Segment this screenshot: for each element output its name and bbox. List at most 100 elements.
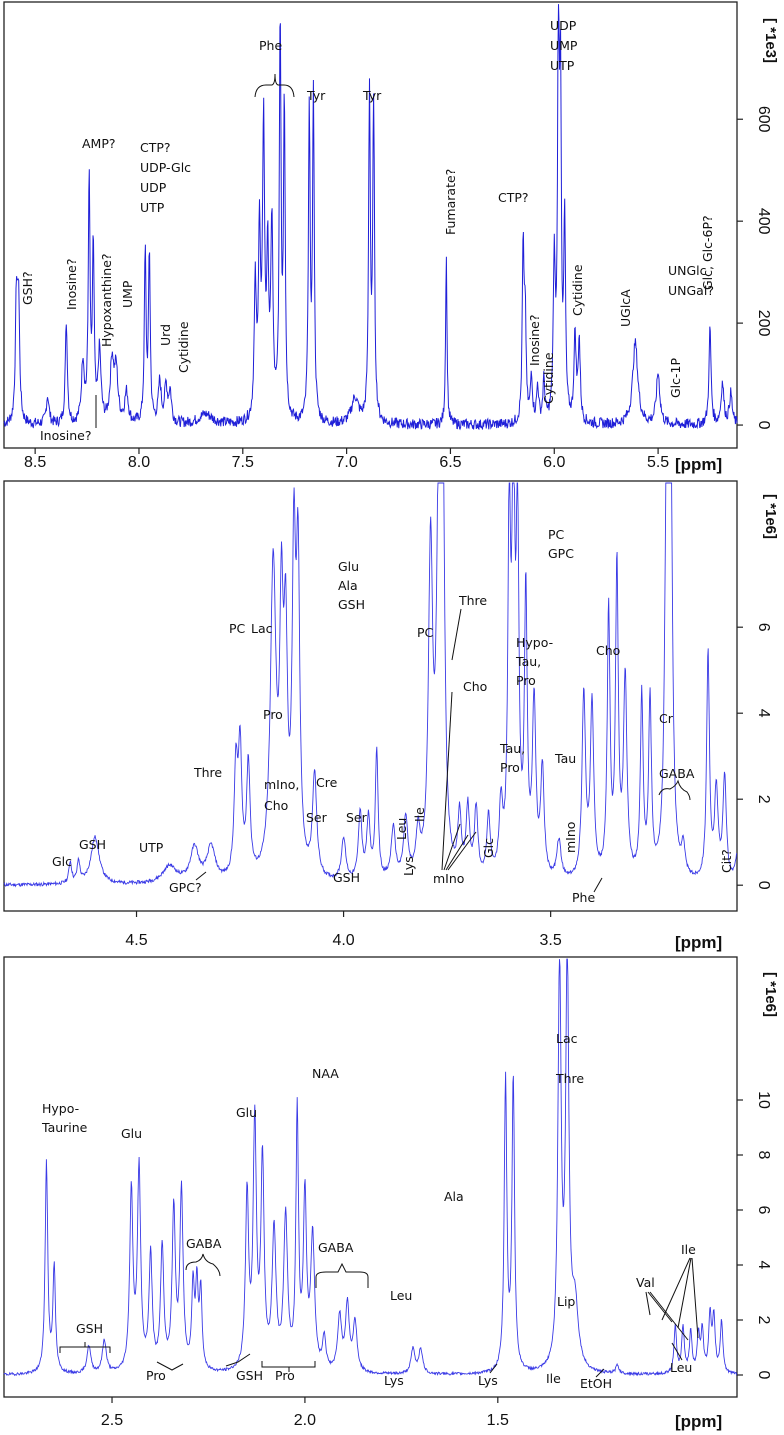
label-cit-q: Cit? — [719, 849, 734, 873]
leader-lys-3 — [489, 1363, 498, 1374]
label-taupro-2: Pro — [500, 760, 520, 775]
y-tick-label: 10 — [755, 1091, 772, 1109]
label-naa: NAA — [312, 1066, 339, 1081]
bracket-phe — [254, 73, 295, 98]
label-phe: Phe — [259, 38, 282, 53]
label-lac-2: Lac — [556, 1031, 578, 1046]
label-gpc-q: GPC? — [169, 880, 202, 895]
label-pc-1: PC — [229, 621, 246, 636]
label-ala-2: Ala — [444, 1189, 464, 1204]
bracket-gaba-3 — [315, 1262, 369, 1288]
label-gaba-2: GABA — [186, 1236, 222, 1251]
label-tau: Tau — [554, 751, 576, 766]
bracket-pro-2 — [156, 1361, 184, 1371]
label-uglca: UGlcA — [618, 289, 633, 327]
leader-mino-b — [443, 823, 461, 871]
y-tick-label: 4 — [755, 709, 772, 718]
label-phe-2: Phe — [572, 890, 595, 905]
y-tick-label: 2 — [755, 1316, 772, 1325]
label-tyr-2: Tyr — [362, 88, 382, 103]
x-tick-label: 4.0 — [332, 932, 354, 949]
label-urd: Urd — [158, 324, 173, 346]
panel-1-frame — [3, 1, 738, 449]
label-ile-3: Ile — [681, 1242, 696, 1257]
spectrum-line-3 — [3, 958, 738, 1377]
label-inosine-q-1: Inosine? — [64, 259, 79, 311]
label-udp-glc: UDP-Glc — [140, 160, 191, 175]
label-lys-1: Lys — [401, 856, 416, 876]
label-ser-1: Ser — [306, 810, 328, 825]
label-gsh-q: GSH? — [20, 271, 35, 305]
label-pro-2: Pro — [146, 1368, 166, 1383]
leader-val-c — [649, 1291, 689, 1341]
label-tyr-1: Tyr — [306, 88, 326, 103]
x-tick-label: 7.5 — [232, 454, 254, 471]
bracket-gsh-5 — [225, 1353, 251, 1367]
label-val: Val — [636, 1275, 655, 1290]
x-unit-3: [ppm] — [675, 1412, 722, 1431]
y-tick-label: 200 — [755, 310, 772, 337]
leader-ile-c — [691, 1257, 699, 1339]
label-hypotau-2: Tau, — [515, 654, 541, 669]
y-scale-3: [ *1e6] — [762, 972, 779, 1017]
label-thre-2: Thre — [458, 593, 487, 608]
label-hypotau-3: Pro — [516, 673, 536, 688]
label-lys-3: Lys — [478, 1373, 498, 1388]
label-utp-1: UTP — [140, 200, 165, 215]
label-ala-1: Ala — [338, 578, 358, 593]
label-pc-3: PC — [548, 527, 565, 542]
label-gsh-1: GSH — [79, 837, 106, 852]
label-hypoxanthine-q: Hypoxanthine? — [99, 253, 114, 347]
leader-ile-b — [677, 1257, 692, 1329]
x-tick-label: 1.5 — [487, 1412, 509, 1429]
label-gaba-3: GABA — [318, 1240, 354, 1255]
label-pro-3: Pro — [275, 1368, 295, 1383]
label-ump: UMP — [120, 280, 135, 308]
x-tick-label: 2.5 — [101, 1412, 123, 1429]
y-tick-label: 600 — [755, 106, 772, 133]
y-scale-2: [ *1e6] — [762, 494, 779, 539]
label-glu-2: Glu — [121, 1126, 142, 1141]
label-ctp-q-2: CTP? — [498, 190, 529, 205]
x-tick-label: 2.0 — [294, 1412, 316, 1429]
y-tick-label: 0 — [755, 1371, 772, 1380]
bracket-gaba-2 — [185, 1253, 221, 1277]
leader-mino-d — [447, 831, 477, 871]
label-glu-1: Glu — [338, 559, 359, 574]
leader-mino-c — [445, 834, 469, 871]
label-unglc: UNGlc — [668, 263, 707, 278]
x-tick-label: 8.5 — [24, 454, 46, 471]
x-tick-label: 3.5 — [540, 932, 562, 949]
label-cre: Cre — [316, 775, 338, 790]
label-glc-1p: Glc-1P — [668, 358, 683, 398]
x-tick-label: 4.5 — [125, 932, 147, 949]
label-mino-cho-2: Cho — [264, 798, 288, 813]
label-ump-2: UMP — [550, 38, 578, 53]
x-tick-label: 5.5 — [647, 454, 669, 471]
label-cytidine-1: Cytidine — [176, 321, 191, 373]
panel-aromatic: 8.5 8.0 7.5 7.0 6.5 6.0 5.5 0 200 400 600 [ppm] [ … — [3, 1, 779, 474]
label-gsh-5: GSH — [236, 1368, 263, 1383]
x-tick-label: 6.0 — [543, 454, 565, 471]
leader-phe — [593, 877, 603, 893]
label-gpc: GPC — [548, 546, 574, 561]
label-hypotau-1: Hypo- — [516, 635, 553, 650]
label-udp-2: UDP — [550, 18, 577, 33]
bracket-pro-3 — [261, 1361, 316, 1372]
y-tick-label: 2 — [755, 795, 772, 804]
label-cytidine-2: Cytidine — [541, 352, 556, 404]
y-tick-label: 0 — [755, 421, 772, 430]
label-amp-q: AMP? — [82, 136, 116, 151]
x-tick-label: 8.0 — [128, 454, 150, 471]
panel-2-frame — [3, 480, 738, 912]
leader-val-a — [645, 1291, 651, 1316]
label-leu-3: Leu — [670, 1360, 692, 1375]
label-mino-3: mIno — [563, 822, 578, 853]
x-unit-1: [ppm] — [675, 455, 722, 474]
spectrum-line-1 — [3, 4, 738, 431]
y-tick-label: 400 — [755, 208, 772, 235]
label-gsh-3: GSH — [338, 597, 365, 612]
label-mino-cho-1: mIno, — [264, 777, 299, 792]
